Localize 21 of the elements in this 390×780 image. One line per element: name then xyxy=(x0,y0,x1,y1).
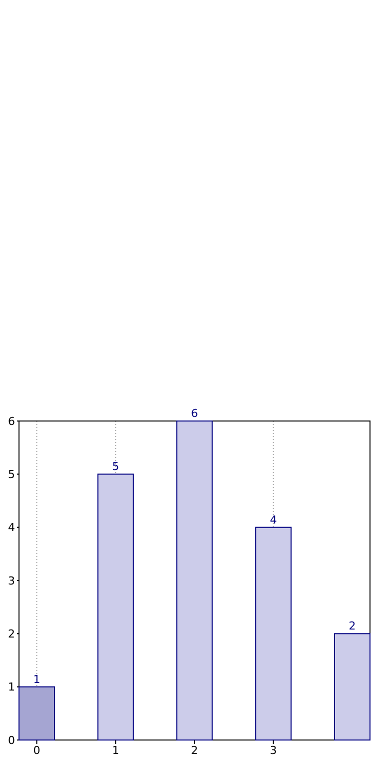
y-tick-label: 1 xyxy=(8,680,15,694)
data-label: 1 xyxy=(33,672,40,686)
bar xyxy=(18,686,55,740)
y-tick-label: 5 xyxy=(8,468,15,482)
data-label: 2 xyxy=(348,620,356,633)
x-tick-label: 1 xyxy=(112,744,120,757)
y-tick-label: 2 xyxy=(8,628,15,641)
x-tick-label: 2 xyxy=(191,744,198,757)
y-tick-label: 4 xyxy=(8,521,15,534)
data-label: 4 xyxy=(270,513,277,526)
bar xyxy=(334,633,370,740)
data-label: 6 xyxy=(191,407,198,420)
y-tick-label: 3 xyxy=(8,574,15,588)
bar xyxy=(97,474,134,740)
x-tick-label: 0 xyxy=(33,744,40,757)
data-label: 5 xyxy=(112,460,120,474)
y-tick-label: 0 xyxy=(8,734,15,747)
bar xyxy=(255,526,292,740)
x-tick-label: 3 xyxy=(270,744,277,757)
y-tick-label: 6 xyxy=(8,414,15,428)
bar xyxy=(176,420,213,740)
